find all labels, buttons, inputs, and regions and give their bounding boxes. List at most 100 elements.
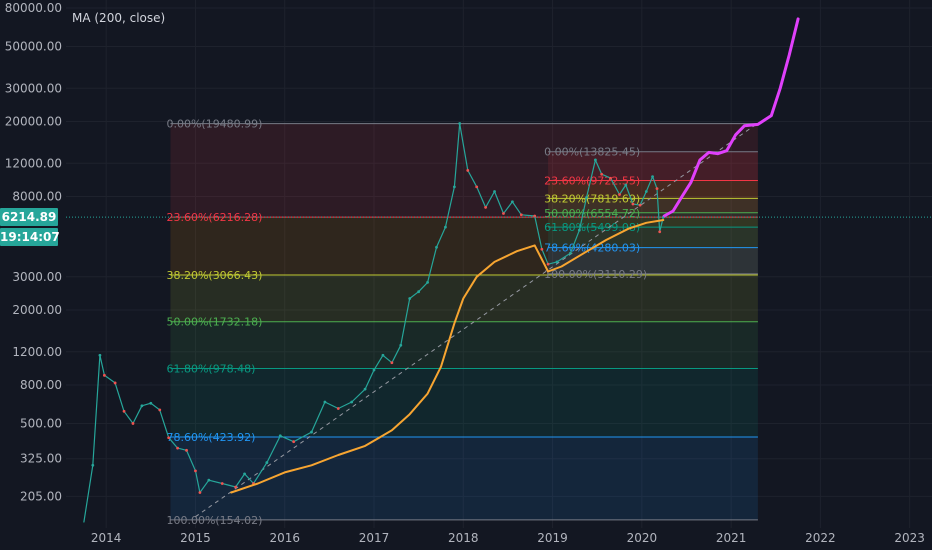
fib-level-label: 100.00%(154.02) — [166, 514, 262, 527]
price-point — [600, 172, 604, 176]
x-tick-label: 2019 — [537, 531, 568, 545]
price-point — [452, 185, 456, 189]
fib-level-label: 50.00%(1732.18) — [166, 316, 262, 329]
fib-level-label: 0.00%(19480.99) — [166, 118, 262, 131]
x-axis-background — [0, 528, 932, 550]
trend-line-segment[interactable] — [195, 122, 759, 518]
price-point — [475, 185, 479, 189]
price-point — [102, 373, 106, 377]
price-point — [569, 251, 572, 255]
y-tick-label: 12000.00 — [5, 156, 62, 170]
price-point — [91, 463, 95, 467]
price-point — [390, 361, 394, 365]
y-tick-label: 205.00 — [20, 489, 62, 503]
fib-level-label: 61.80%(978.48) — [166, 362, 255, 375]
price-point — [609, 176, 612, 180]
price-point — [122, 409, 126, 413]
indicator-title[interactable]: MA (200, close) — [72, 11, 166, 25]
price-point — [278, 434, 282, 438]
price-point — [624, 183, 628, 187]
price-point — [194, 469, 197, 473]
price-point — [651, 175, 654, 178]
price-point — [644, 190, 648, 193]
x-tick-label: 2017 — [359, 531, 390, 545]
x-tick-label: 2018 — [448, 531, 479, 545]
fib-level-label: 23.60%(6216.28) — [166, 211, 262, 224]
x-tick-label: 2023 — [894, 531, 925, 545]
price-point — [310, 430, 313, 434]
price-point — [234, 485, 238, 489]
price-point — [207, 478, 211, 482]
price-point — [417, 290, 421, 294]
price-point — [149, 401, 153, 405]
fib-level-label: 38.20%(3066.43) — [166, 269, 262, 282]
x-tick-label: 2015 — [180, 531, 211, 545]
price-point — [220, 482, 224, 485]
y-tick-label: 50000.00 — [5, 39, 62, 53]
price-point — [158, 408, 162, 412]
price-point — [381, 353, 385, 357]
trend-line[interactable] — [195, 122, 759, 518]
price-point — [336, 407, 340, 410]
price-point — [131, 422, 135, 425]
x-tick-label: 2021 — [716, 531, 747, 545]
y-tick-label: 20000.00 — [5, 114, 62, 128]
price-point — [555, 260, 559, 264]
fib-level-label: 100.00%(3110.29) — [544, 268, 647, 281]
price-point — [585, 196, 588, 199]
price-point — [292, 440, 296, 444]
price-point — [243, 472, 246, 476]
x-axis[interactable]: 2014 2015 2016 2017 2018 2019 2020 2021 2022 2023 — [0, 528, 932, 550]
price-point — [435, 245, 438, 249]
price-point — [594, 158, 597, 162]
price-point — [502, 212, 505, 215]
current-price-badge: 6214.89 — [0, 208, 58, 227]
price-point — [399, 343, 403, 347]
price-point — [265, 461, 269, 464]
fib-zone — [548, 180, 758, 199]
countdown-badge: 19:14:07 — [0, 228, 60, 247]
y-axis[interactable]: 80000.00 50000.00 30000.00 20000.00 12000.00… — [0, 0, 66, 550]
fib-retracement-inner[interactable]: 0.00%(13825.45) 23.60%(9722.55) 38.20%(781… — [544, 146, 758, 281]
fib-level-label: 0.00%(13825.45) — [544, 146, 640, 159]
fib-level-label: 38.20%(7819.69) — [544, 192, 640, 205]
price-point — [372, 368, 376, 372]
price-point — [426, 281, 429, 284]
price-point — [185, 448, 188, 452]
y-tick-label: 2000.00 — [12, 303, 62, 317]
fib-level-label: 78.60%(423.92) — [166, 431, 255, 444]
projection-line — [662, 17, 800, 218]
x-tick-label: 2014 — [91, 531, 122, 545]
price-point — [350, 400, 354, 404]
price-point — [466, 169, 470, 172]
price-point — [444, 225, 447, 229]
chart-grid — [66, 0, 932, 530]
price-point — [618, 193, 621, 196]
price-point — [658, 230, 662, 234]
fib-level-label: 50.00%(6554.72) — [544, 207, 640, 220]
price-point — [363, 387, 367, 391]
price-point — [198, 491, 202, 494]
fib-zone — [548, 212, 758, 228]
x-tick-label: 2016 — [269, 531, 300, 545]
price-point — [519, 213, 523, 217]
ma-200-line — [230, 219, 665, 494]
price-point — [638, 203, 642, 207]
price-point — [458, 122, 462, 125]
price-point — [655, 187, 659, 191]
price-point — [140, 404, 144, 408]
y-tick-label: 80000.00 — [5, 1, 62, 15]
price-series — [83, 17, 800, 523]
fib-zone — [170, 368, 758, 437]
price-point — [323, 400, 327, 404]
price-point — [408, 297, 412, 300]
y-tick-label: 325.00 — [20, 452, 62, 466]
fib-zone — [170, 436, 758, 520]
x-tick-label: 2020 — [627, 531, 658, 545]
fib-zone — [170, 321, 758, 369]
price-point — [113, 381, 117, 385]
fib-zone — [548, 198, 758, 213]
x-tick-label: 2022 — [805, 531, 836, 545]
price-point — [546, 262, 550, 266]
